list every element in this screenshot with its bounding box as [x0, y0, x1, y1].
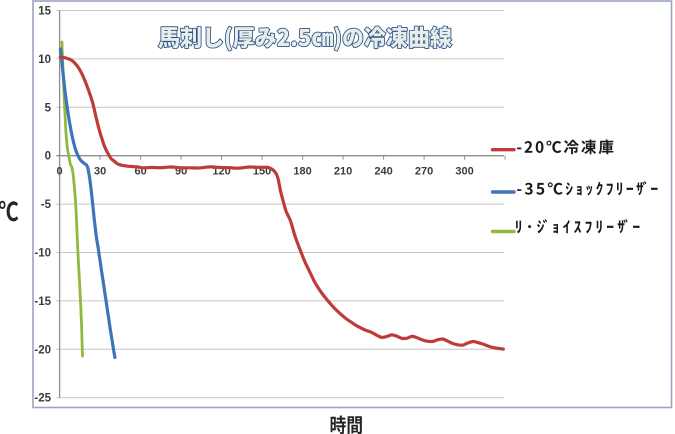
svg-text:5: 5 — [45, 102, 52, 114]
svg-text:-20: -20 — [34, 344, 51, 356]
svg-text:-25: -25 — [34, 393, 51, 405]
svg-text:270: 270 — [415, 166, 433, 178]
svg-text:180: 180 — [293, 166, 311, 178]
svg-text:-5: -5 — [41, 199, 52, 211]
svg-text:30: 30 — [94, 166, 106, 178]
svg-text:10: 10 — [38, 54, 51, 66]
svg-text:0: 0 — [57, 166, 63, 178]
svg-text:210: 210 — [334, 166, 352, 178]
svg-text:15: 15 — [38, 6, 51, 18]
svg-text:-15: -15 — [34, 296, 51, 308]
svg-text:240: 240 — [374, 166, 392, 178]
svg-text:300: 300 — [455, 166, 473, 178]
svg-text:-10: -10 — [34, 248, 51, 260]
svg-text:0: 0 — [45, 151, 51, 163]
